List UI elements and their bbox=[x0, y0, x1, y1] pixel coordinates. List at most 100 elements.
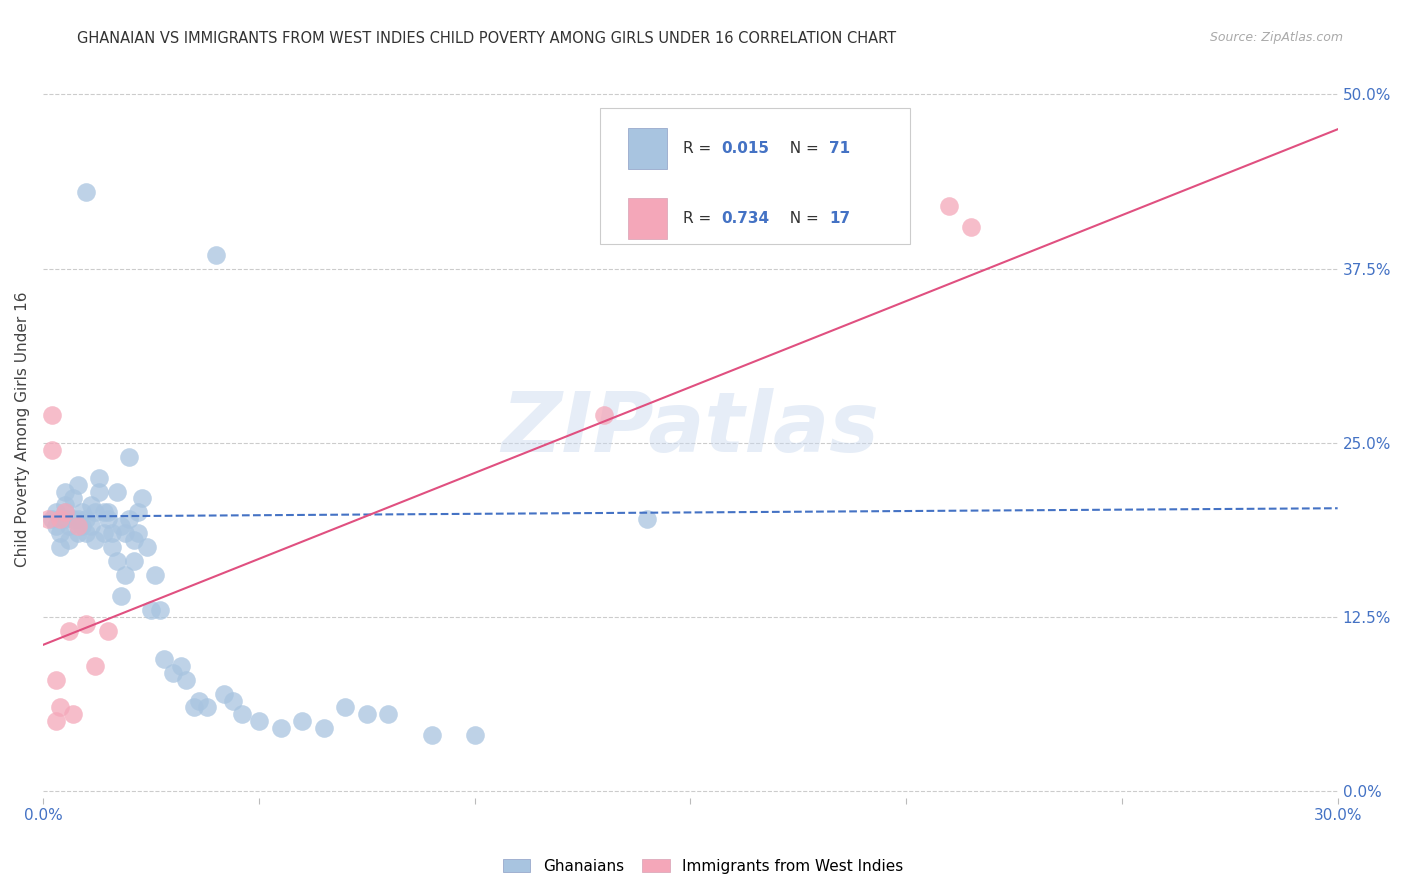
Point bbox=[97, 512, 120, 526]
Point bbox=[114, 568, 136, 582]
Point bbox=[41, 408, 63, 422]
Point bbox=[66, 526, 89, 541]
Point bbox=[270, 722, 292, 736]
Point bbox=[93, 505, 115, 519]
Point bbox=[45, 505, 67, 519]
Point bbox=[162, 665, 184, 680]
Point bbox=[45, 673, 67, 687]
Point bbox=[75, 512, 97, 526]
Text: N =: N = bbox=[780, 211, 824, 226]
Point bbox=[377, 707, 399, 722]
Point bbox=[66, 477, 89, 491]
Point bbox=[62, 707, 84, 722]
Text: 17: 17 bbox=[830, 211, 851, 226]
Point bbox=[960, 219, 983, 234]
Point bbox=[247, 714, 270, 729]
Point bbox=[114, 526, 136, 541]
Point bbox=[231, 707, 253, 722]
Point bbox=[66, 512, 89, 526]
Point bbox=[49, 700, 72, 714]
Text: 0.734: 0.734 bbox=[721, 211, 769, 226]
Point bbox=[131, 491, 153, 506]
Point bbox=[110, 519, 132, 533]
Point bbox=[58, 624, 80, 638]
Point bbox=[58, 519, 80, 533]
Point bbox=[145, 568, 167, 582]
Point bbox=[153, 651, 176, 665]
Point bbox=[938, 199, 960, 213]
Point bbox=[58, 533, 80, 548]
Point bbox=[89, 484, 111, 499]
Point bbox=[75, 526, 97, 541]
Point bbox=[110, 589, 132, 603]
Point bbox=[183, 700, 205, 714]
Point bbox=[62, 512, 84, 526]
Point bbox=[204, 247, 226, 261]
Point bbox=[118, 512, 141, 526]
Point bbox=[122, 533, 145, 548]
Point bbox=[49, 541, 72, 555]
Point bbox=[45, 714, 67, 729]
Legend: Ghanaians, Immigrants from West Indies: Ghanaians, Immigrants from West Indies bbox=[496, 853, 910, 880]
Point bbox=[37, 512, 59, 526]
Point bbox=[53, 505, 76, 519]
Point bbox=[139, 603, 162, 617]
Point bbox=[41, 442, 63, 457]
Point bbox=[135, 541, 157, 555]
Point bbox=[101, 541, 124, 555]
Point bbox=[170, 658, 193, 673]
Point bbox=[312, 722, 335, 736]
Point bbox=[97, 505, 120, 519]
Point bbox=[97, 624, 120, 638]
Point bbox=[335, 700, 357, 714]
Text: Source: ZipAtlas.com: Source: ZipAtlas.com bbox=[1209, 31, 1343, 45]
FancyBboxPatch shape bbox=[600, 108, 911, 244]
Bar bbox=[628, 128, 666, 169]
Point bbox=[464, 728, 486, 742]
Point bbox=[127, 526, 149, 541]
Point bbox=[70, 519, 93, 533]
Bar bbox=[628, 198, 666, 239]
Text: N =: N = bbox=[780, 141, 824, 156]
Point bbox=[636, 512, 658, 526]
Text: R =: R = bbox=[683, 141, 716, 156]
Point bbox=[49, 526, 72, 541]
Point bbox=[79, 519, 101, 533]
Point bbox=[62, 491, 84, 506]
Point bbox=[187, 693, 209, 707]
Text: 71: 71 bbox=[830, 141, 851, 156]
Point bbox=[84, 658, 107, 673]
Point bbox=[105, 484, 128, 499]
Point bbox=[118, 450, 141, 464]
Point bbox=[105, 554, 128, 568]
Text: ZIPatlas: ZIPatlas bbox=[502, 388, 879, 469]
Point bbox=[356, 707, 378, 722]
Point bbox=[93, 526, 115, 541]
Point bbox=[66, 519, 89, 533]
Point bbox=[84, 533, 107, 548]
Point bbox=[195, 700, 218, 714]
Point bbox=[53, 499, 76, 513]
Text: 0.015: 0.015 bbox=[721, 141, 769, 156]
Point bbox=[174, 673, 197, 687]
Point bbox=[79, 499, 101, 513]
Point bbox=[53, 505, 76, 519]
Point bbox=[45, 519, 67, 533]
Point bbox=[101, 526, 124, 541]
Point bbox=[222, 693, 245, 707]
Text: GHANAIAN VS IMMIGRANTS FROM WEST INDIES CHILD POVERTY AMONG GIRLS UNDER 16 CORRE: GHANAIAN VS IMMIGRANTS FROM WEST INDIES … bbox=[77, 31, 897, 46]
Point bbox=[420, 728, 443, 742]
Point bbox=[214, 687, 236, 701]
Point bbox=[53, 484, 76, 499]
Point bbox=[70, 505, 93, 519]
Point bbox=[49, 512, 72, 526]
Point bbox=[53, 512, 76, 526]
Point bbox=[291, 714, 314, 729]
Y-axis label: Child Poverty Among Girls Under 16: Child Poverty Among Girls Under 16 bbox=[15, 291, 30, 566]
Point bbox=[75, 616, 97, 631]
Point bbox=[75, 185, 97, 199]
Point bbox=[149, 603, 172, 617]
Point bbox=[41, 512, 63, 526]
Point bbox=[593, 408, 616, 422]
Text: R =: R = bbox=[683, 211, 716, 226]
